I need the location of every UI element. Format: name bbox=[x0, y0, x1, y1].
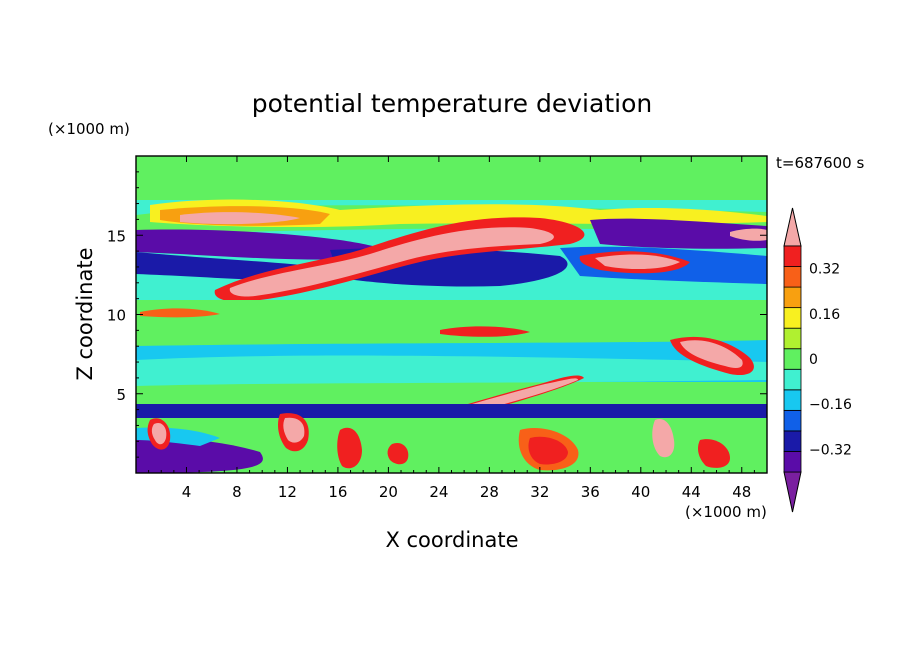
middle-mint-layer bbox=[136, 355, 767, 386]
x-tick-label: 20 bbox=[379, 483, 398, 501]
boundary-blue-band bbox=[136, 404, 767, 418]
y-tick-label: 5 bbox=[116, 386, 126, 404]
x-tick-label: 40 bbox=[631, 483, 650, 501]
chart-title: potential temperature deviation bbox=[252, 89, 652, 118]
lower-blob-pink-2 bbox=[283, 417, 305, 443]
upper-pink-patch bbox=[180, 212, 300, 225]
lower-blob-pink-3 bbox=[151, 422, 167, 445]
colorbar-bin bbox=[783, 368, 802, 391]
colorbar-bin bbox=[783, 327, 802, 350]
colorbar-bin bbox=[783, 389, 802, 411]
colorbar-bin bbox=[783, 266, 802, 288]
colorbar-min-triangle bbox=[783, 471, 802, 513]
purple-band-left bbox=[136, 229, 388, 260]
mid-red-streak-1 bbox=[440, 326, 530, 337]
lower-left-purple bbox=[136, 438, 263, 473]
main-band-pink bbox=[229, 227, 554, 297]
lower-blob-red-1 bbox=[337, 427, 362, 469]
colorbar-tick-label: 0 bbox=[809, 352, 818, 368]
right-band-pink bbox=[595, 254, 680, 270]
y-tick-label: 10 bbox=[107, 307, 126, 325]
x-unit-label: (×1000 m) bbox=[685, 503, 767, 521]
y-unit-label: (×1000 m) bbox=[48, 120, 130, 138]
lower-blob-red-5 bbox=[387, 442, 409, 465]
contour-field bbox=[136, 156, 767, 473]
colorbar-bin bbox=[783, 409, 802, 432]
lower-right-blob-pink bbox=[680, 340, 743, 368]
colorbar-bin bbox=[783, 348, 802, 370]
y-tick-label: 15 bbox=[107, 227, 126, 245]
mid-red-streak-2 bbox=[140, 308, 220, 318]
colorbar-tick-label: −0.32 bbox=[809, 442, 852, 458]
colorbar-tick-label: 0.32 bbox=[809, 262, 840, 278]
x-axis-ticks: 4 8 12 16 20 24 28 32 36 40 44 48 bbox=[148, 156, 755, 501]
x-tick-label: 12 bbox=[278, 483, 297, 501]
x-tick-label: 28 bbox=[480, 483, 499, 501]
colorbar-tick-label: 0.16 bbox=[809, 307, 840, 323]
lower-blob-red-4 bbox=[698, 439, 730, 468]
y-axis-ticks: 5 10 15 bbox=[107, 171, 767, 458]
x-tick-label: 24 bbox=[429, 483, 448, 501]
colorbar-bin bbox=[783, 307, 802, 329]
middle-green-layer bbox=[136, 300, 767, 346]
y-axis-label: Z coordinate bbox=[73, 247, 97, 380]
right-edge-pink bbox=[730, 228, 767, 241]
x-axis-label: X coordinate bbox=[385, 528, 518, 552]
x-tick-label: 8 bbox=[232, 483, 242, 501]
colorbar-bin bbox=[783, 245, 802, 267]
colorbar-bin bbox=[783, 430, 802, 452]
colorbar: 0.32 0.16 0 −0.16 −0.32 bbox=[783, 207, 852, 513]
colorbar-bin bbox=[783, 451, 802, 473]
x-tick-label: 16 bbox=[328, 483, 347, 501]
colorbar-max-triangle bbox=[783, 207, 802, 247]
colorbar-tick-label: −0.16 bbox=[809, 397, 852, 413]
x-tick-label: 48 bbox=[732, 483, 751, 501]
lower-blob-red-2 bbox=[528, 436, 568, 465]
lower-blob-pink-1 bbox=[652, 418, 675, 458]
purple-band-right bbox=[590, 218, 767, 249]
colorbar-bin bbox=[783, 286, 802, 309]
x-tick-label: 32 bbox=[530, 483, 549, 501]
x-tick-label: 44 bbox=[682, 483, 701, 501]
time-label: t=687600 s bbox=[776, 154, 864, 172]
x-tick-label: 36 bbox=[581, 483, 600, 501]
x-tick-label: 4 bbox=[182, 483, 192, 501]
